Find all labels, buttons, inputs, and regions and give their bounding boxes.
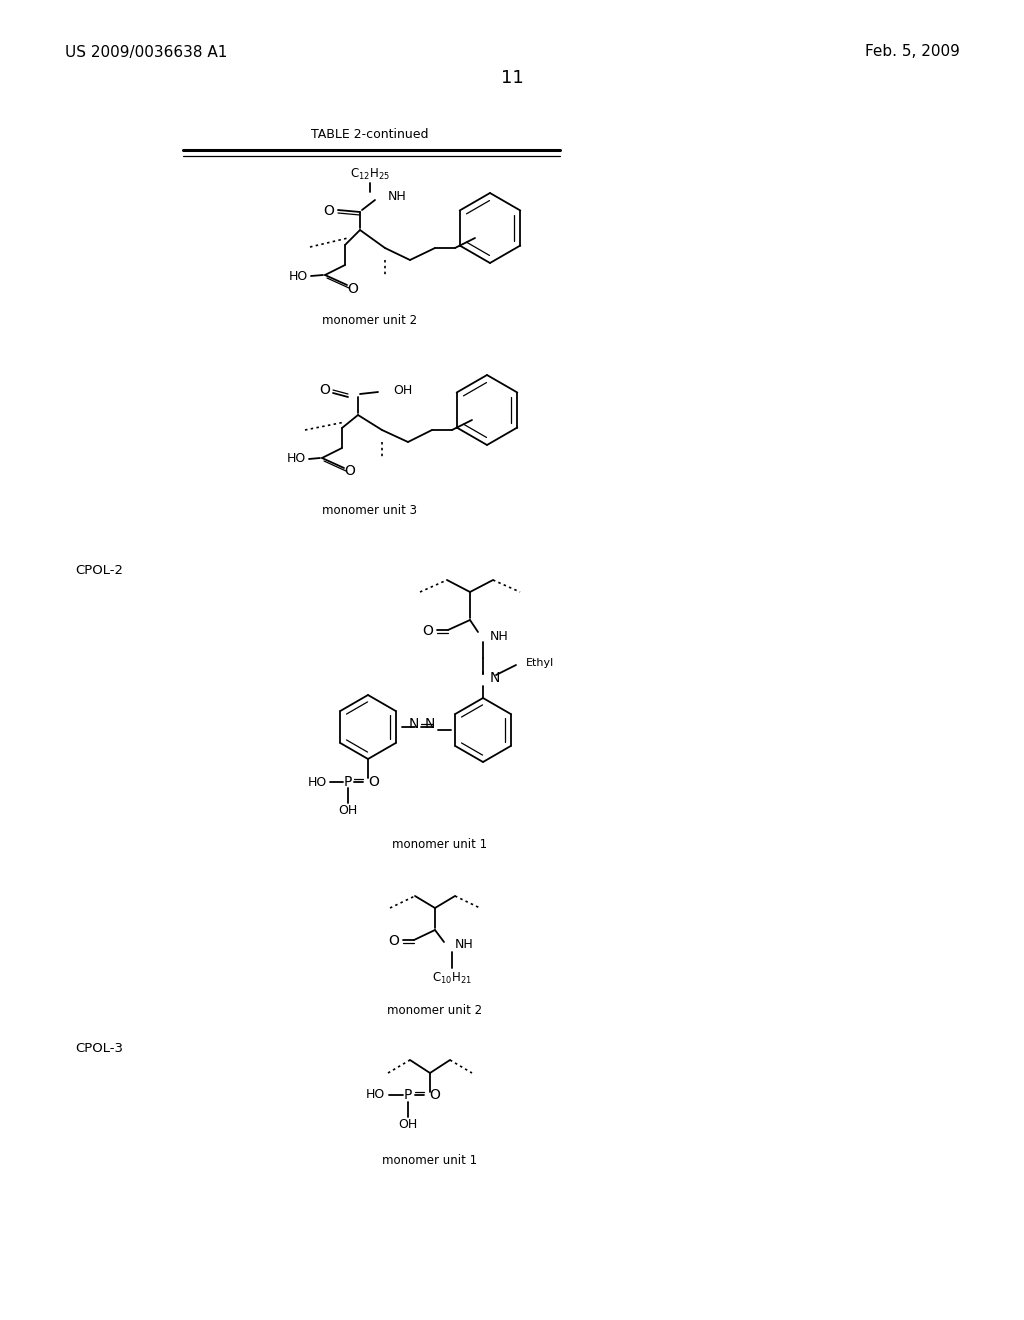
Text: NH: NH <box>490 630 509 643</box>
Text: monomer unit 1: monomer unit 1 <box>382 1154 477 1167</box>
Text: US 2009/0036638 A1: US 2009/0036638 A1 <box>65 45 227 59</box>
Text: OH: OH <box>338 804 357 817</box>
Text: O: O <box>388 935 399 948</box>
Text: HO: HO <box>308 776 327 788</box>
Text: NH: NH <box>388 190 407 203</box>
Text: O: O <box>319 383 330 397</box>
Text: OH: OH <box>398 1118 418 1131</box>
Text: CPOL-2: CPOL-2 <box>75 564 123 577</box>
Text: $\mathregular{C_{10}H_{21}}$: $\mathregular{C_{10}H_{21}}$ <box>432 970 472 986</box>
Text: monomer unit 3: monomer unit 3 <box>323 503 418 516</box>
Text: HO: HO <box>366 1089 385 1101</box>
Text: TABLE 2-continued: TABLE 2-continued <box>311 128 429 141</box>
Text: N: N <box>409 717 419 731</box>
Text: Feb. 5, 2009: Feb. 5, 2009 <box>865 45 961 59</box>
Text: Ethyl: Ethyl <box>526 657 554 668</box>
Text: P: P <box>344 775 352 789</box>
Text: HO: HO <box>289 269 308 282</box>
Text: O: O <box>324 205 335 218</box>
Text: $\mathregular{C_{12}H_{25}}$: $\mathregular{C_{12}H_{25}}$ <box>350 166 390 182</box>
Text: O: O <box>423 624 433 638</box>
Text: N: N <box>490 671 501 685</box>
Text: O: O <box>429 1088 440 1102</box>
Text: CPOL-3: CPOL-3 <box>75 1041 123 1055</box>
Text: HO: HO <box>287 453 306 466</box>
Text: OH: OH <box>393 384 413 396</box>
Text: O: O <box>344 465 355 478</box>
Text: monomer unit 1: monomer unit 1 <box>392 838 487 851</box>
Text: monomer unit 2: monomer unit 2 <box>323 314 418 326</box>
Text: monomer unit 2: monomer unit 2 <box>387 1003 482 1016</box>
Text: P: P <box>403 1088 413 1102</box>
Text: O: O <box>347 282 358 296</box>
Text: O: O <box>368 775 379 789</box>
Text: NH: NH <box>455 939 474 952</box>
Text: 11: 11 <box>501 69 523 87</box>
Text: N: N <box>425 717 435 731</box>
